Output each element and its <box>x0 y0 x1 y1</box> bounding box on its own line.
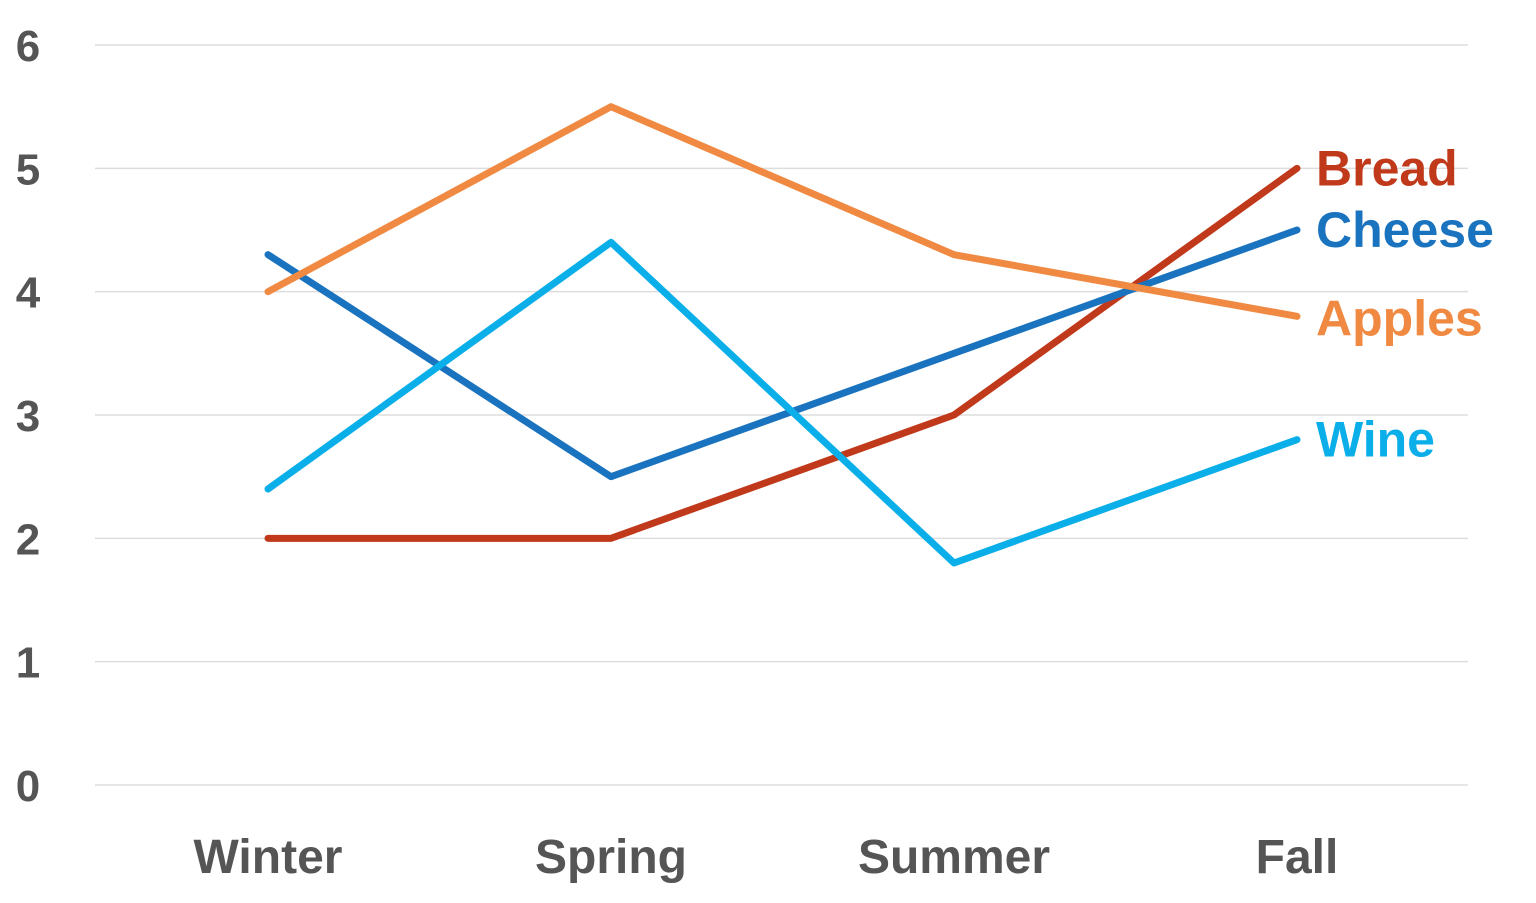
y-tick-label-6: 6 <box>16 22 40 71</box>
series-label-apples: Apples <box>1316 290 1483 346</box>
series-lines <box>264 103 1301 567</box>
x-tick-label-fall: Fall <box>1256 831 1339 884</box>
series-line-wine <box>264 238 1301 567</box>
y-tick-label-0: 0 <box>16 762 40 811</box>
y-axis-tick-labels: 0 1 2 3 4 5 6 <box>16 22 41 811</box>
series-labels: Bread Cheese Apples Wine <box>1316 140 1494 467</box>
y-tick-label-4: 4 <box>16 269 41 318</box>
x-tick-label-spring: Spring <box>535 831 687 884</box>
y-tick-label-3: 3 <box>16 392 40 441</box>
series-line-cheese <box>264 226 1301 481</box>
x-tick-label-summer: Summer <box>858 831 1050 884</box>
series-label-cheese: Cheese <box>1316 202 1494 258</box>
y-tick-label-2: 2 <box>16 515 40 564</box>
y-tick-label-1: 1 <box>16 639 40 688</box>
x-tick-label-winter: Winter <box>194 831 343 884</box>
series-label-wine: Wine <box>1316 412 1435 468</box>
series-label-bread: Bread <box>1316 140 1458 196</box>
series-line-apples <box>264 103 1301 320</box>
y-tick-label-5: 5 <box>16 145 40 194</box>
x-axis-tick-labels: Winter Spring Summer Fall <box>194 831 1339 884</box>
